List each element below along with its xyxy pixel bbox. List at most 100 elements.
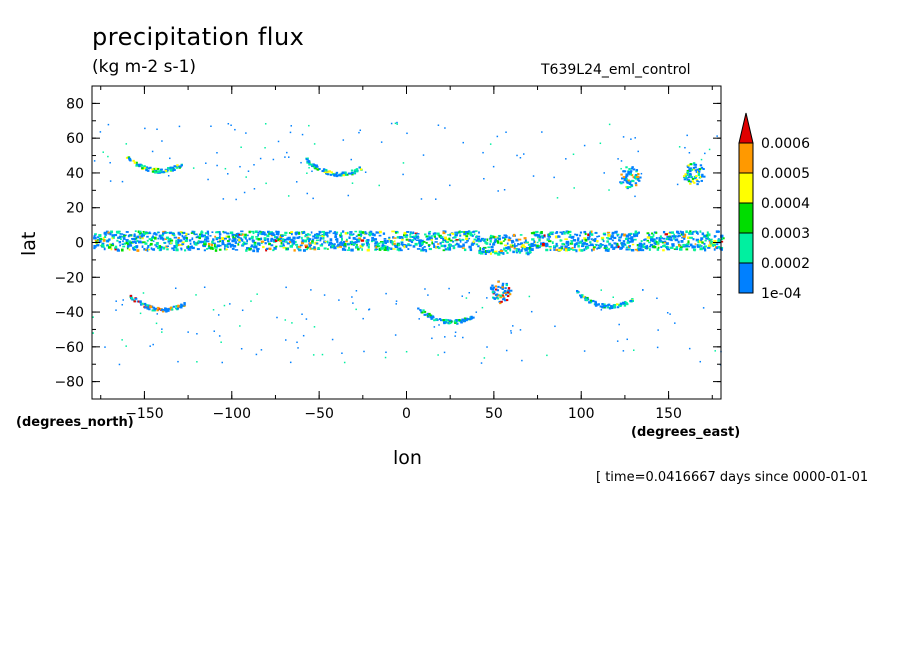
precip-cell: [307, 157, 309, 159]
precip-cell: [640, 245, 644, 248]
precip-cell: [253, 241, 257, 245]
precip-cell: [169, 157, 171, 160]
precip-cell: [495, 288, 498, 291]
precip-cell: [156, 313, 159, 315]
precip-cell: [167, 175, 170, 177]
precip-cell: [290, 233, 293, 236]
precip-cell: [497, 285, 500, 288]
precip-cell: [538, 238, 541, 242]
precip-cell: [455, 239, 460, 241]
precip-cell: [489, 143, 492, 145]
precip-cell: [196, 333, 198, 335]
precip-cell: [238, 241, 241, 243]
precip-cell: [394, 334, 397, 336]
precip-cell: [611, 239, 614, 242]
precip-cell: [510, 332, 513, 334]
precip-cell: [468, 231, 472, 235]
precip-cell: [321, 243, 324, 245]
precip-cell: [596, 247, 599, 250]
precip-cell: [207, 232, 210, 236]
precip-cell: [655, 237, 658, 240]
precip-cell: [306, 233, 310, 236]
precip-cell: [708, 239, 712, 242]
precip-cell: [538, 245, 542, 247]
precip-cell: [499, 302, 502, 305]
precip-cell: [689, 180, 693, 183]
precip-cell: [555, 242, 558, 246]
precip-cell: [711, 244, 715, 247]
x-axis-label: lon: [393, 447, 422, 469]
precip-cell: [491, 235, 494, 238]
precip-cell: [218, 244, 222, 247]
precip-cell: [341, 230, 345, 233]
precip-cell: [526, 247, 529, 249]
precip-cell: [630, 167, 634, 170]
precip-cell: [418, 244, 422, 248]
precip-cell: [622, 242, 626, 245]
precip-cell: [456, 231, 460, 234]
precip-cell: [489, 243, 491, 246]
precip-cell: [248, 230, 251, 234]
precip-cell: [316, 234, 319, 238]
precip-cell: [521, 359, 523, 362]
precip-cell: [575, 290, 579, 293]
precip-cell: [459, 320, 463, 323]
precip-cell: [706, 231, 709, 234]
precip-cell: [620, 173, 623, 176]
precip-cell: [229, 245, 232, 248]
precip-cell: [674, 322, 676, 324]
precip-cell: [177, 231, 181, 235]
precip-cell: [391, 241, 394, 244]
precip-cell: [194, 241, 197, 244]
precip-cell: [494, 252, 498, 255]
precip-cell: [452, 232, 455, 235]
precip-cell: [599, 305, 602, 308]
precip-cell: [275, 245, 278, 248]
precip-cell: [216, 236, 220, 239]
precip-cell: [340, 241, 343, 245]
precip-cell: [237, 239, 239, 241]
precip-cell: [690, 168, 693, 171]
precip-cell: [296, 246, 299, 249]
x-tick-label: −50: [304, 406, 334, 422]
precip-cell: [608, 123, 611, 126]
precip-cell: [311, 238, 315, 241]
precip-cell: [172, 166, 175, 169]
precip-cell: [273, 238, 277, 242]
precip-cell: [666, 248, 671, 251]
precip-cell: [523, 237, 527, 240]
precip-cell: [657, 329, 659, 331]
precip-cell: [351, 240, 353, 243]
precip-cell: [112, 242, 114, 245]
precip-cell: [434, 241, 438, 243]
precip-cell: [127, 240, 131, 244]
precip-cell: [321, 230, 325, 233]
precip-cell: [583, 248, 586, 252]
precip-cell: [170, 168, 173, 171]
precip-cell: [481, 306, 484, 309]
precip-cell: [315, 242, 319, 245]
precip-cell: [108, 238, 111, 241]
precip-cell: [223, 247, 226, 250]
precip-cell: [181, 234, 184, 238]
precip-cell: [565, 240, 570, 244]
precip-cell: [314, 167, 317, 170]
precip-cell: [136, 239, 139, 243]
precip-cell: [519, 156, 522, 159]
precip-cell: [161, 328, 163, 330]
precip-cell: [592, 248, 595, 251]
precip-cell: [417, 235, 419, 238]
precip-cell: [510, 239, 514, 242]
precip-cell: [473, 238, 477, 241]
precip-cell: [487, 246, 491, 249]
precip-cell: [431, 315, 435, 318]
precip-cell: [496, 241, 500, 244]
precip-cell: [241, 309, 244, 312]
precip-cell: [174, 307, 178, 310]
precip-cell: [702, 307, 705, 309]
precip-cell: [122, 245, 126, 248]
precip-cell: [662, 237, 666, 240]
precip-cell: [298, 248, 301, 251]
precip-cell: [344, 243, 347, 245]
precip-cell: [449, 184, 451, 187]
